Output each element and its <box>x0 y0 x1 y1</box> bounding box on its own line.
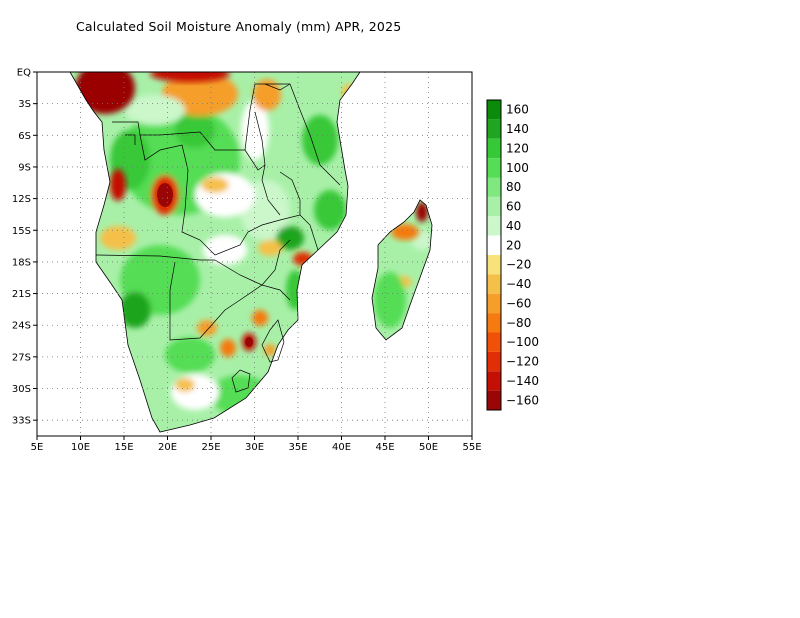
lon-tick-label: 20E <box>158 442 177 453</box>
lon-tick-label: 10E <box>71 442 90 453</box>
longitude-axis: 5E 10E 15E 20E 25E 30E 35E 40E 45E 50E 55E <box>31 436 482 453</box>
legend-label: 20 <box>506 238 521 252</box>
legend-label: −80 <box>506 316 531 330</box>
lon-tick-label: 15E <box>114 442 133 453</box>
map-plot-area: 5E 10E 15E 20E 25E 30E 35E 40E 45E 50E 55E EQ 3S 6S 9… <box>12 68 482 454</box>
legend-frame <box>486 99 502 411</box>
legend-label: −120 <box>506 355 539 369</box>
lon-tick-label: 5E <box>31 442 44 453</box>
legend-swatch <box>487 332 501 352</box>
madagascar-coastline <box>371 199 433 341</box>
legend-label: 60 <box>506 200 521 214</box>
map-title: Calculated Soil Moisture Anomaly (mm) AP… <box>76 19 402 34</box>
legend-swatch <box>487 177 501 197</box>
legend-swatch <box>487 313 501 333</box>
legend-swatch <box>487 351 501 372</box>
lon-tick-label: 50E <box>419 442 438 453</box>
legend-swatch <box>487 119 501 139</box>
legend-swatch <box>487 138 501 159</box>
country-borders <box>95 83 341 393</box>
lon-tick-label: 30E <box>245 442 264 453</box>
legend-swatch <box>487 390 501 410</box>
legend-label: 40 <box>506 219 521 233</box>
legend-swatch <box>487 293 501 314</box>
lon-tick-label: 45E <box>375 442 394 453</box>
legend-label: −160 <box>506 393 539 407</box>
color-legend: 160 140 120 100 80 60 40 20 −20 −40 −60 −80 −100 −120… <box>486 99 539 411</box>
legend-swatch <box>487 196 501 217</box>
lat-tick-label: 27S <box>12 352 31 363</box>
legend-label: −20 <box>506 258 531 272</box>
lon-tick-label: 55E <box>462 442 481 453</box>
legend-label: 140 <box>506 122 529 136</box>
lat-tick-label: 6S <box>18 131 31 142</box>
lon-tick-label: 25E <box>201 442 220 453</box>
lat-tick-label: 18S <box>12 257 31 268</box>
lat-tick-label: EQ <box>17 68 31 79</box>
lon-tick-label: 40E <box>332 442 351 453</box>
lon-tick-label: 35E <box>288 442 307 453</box>
lat-tick-label: 12S <box>12 194 31 205</box>
legend-label: 100 <box>506 161 529 175</box>
lat-tick-label: 30S <box>12 384 31 395</box>
latitude-axis: EQ 3S 6S 9S 12S 15S 18S 21S 24S 27S 30S 33S <box>12 68 37 427</box>
legend-swatch <box>487 235 501 255</box>
legend-label: 160 <box>506 103 529 117</box>
legend-swatch <box>487 371 501 391</box>
lat-tick-label: 21S <box>12 289 31 300</box>
legend-label: 80 <box>506 180 521 194</box>
lat-tick-label: 33S <box>12 416 31 427</box>
legend-swatch <box>487 216 501 236</box>
legend-swatch <box>487 100 501 120</box>
legend-label: −60 <box>506 296 531 310</box>
legend-swatch <box>487 158 501 178</box>
lat-tick-label: 3S <box>18 99 31 110</box>
legend-label: −140 <box>506 374 539 388</box>
graticule <box>37 72 472 436</box>
legend-label: 120 <box>506 141 529 155</box>
legend-label: −40 <box>506 277 531 291</box>
lat-tick-label: 9S <box>18 162 31 173</box>
lat-tick-label: 15S <box>12 226 31 237</box>
legend-label: −100 <box>506 335 539 349</box>
legend-swatch <box>487 255 501 275</box>
lat-tick-label: 24S <box>12 321 31 332</box>
legend-swatch <box>487 274 501 294</box>
